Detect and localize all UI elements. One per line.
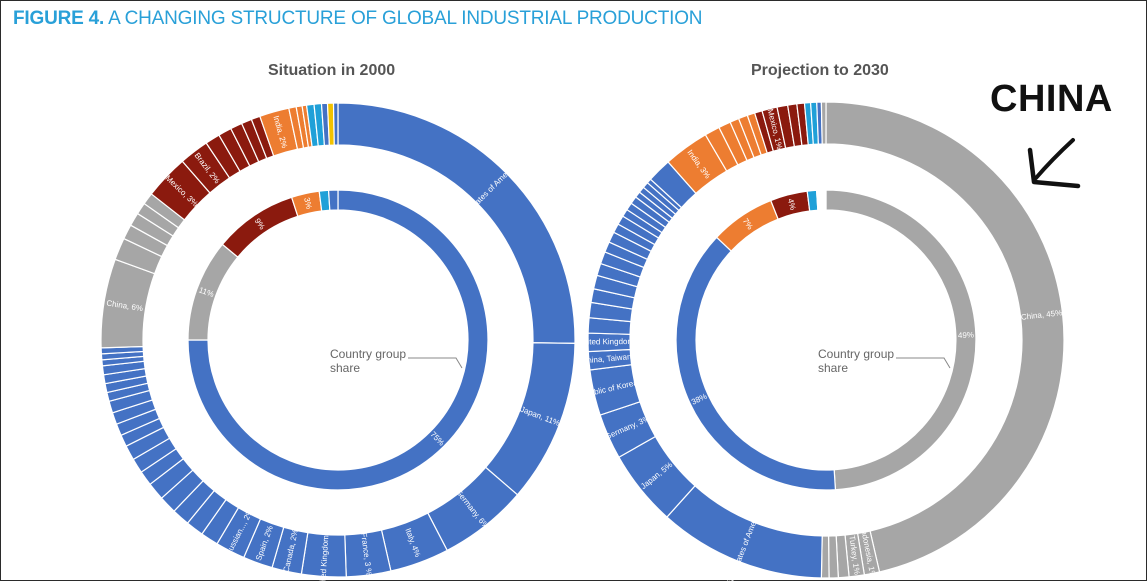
center-label-leader xyxy=(408,357,463,369)
inner-label-4: 4% xyxy=(786,198,798,211)
inner-segment-5 xyxy=(815,189,827,211)
inner-segment-5 xyxy=(327,189,339,211)
inner-segment-49 xyxy=(825,189,977,491)
center-label: Country group share xyxy=(330,347,406,375)
outer-segment-44 xyxy=(820,101,827,145)
outer-label-united-kingdom: United Kingdom... xyxy=(577,337,641,347)
outer-segment-china-45 xyxy=(825,101,1065,573)
outer-segment-4 xyxy=(827,535,839,579)
figure-title-text: A CHANGING STRUCTURE OF GLOBAL INDUSTRIA… xyxy=(108,8,703,29)
outer-segment-japan-11 xyxy=(484,342,576,496)
inner-label-49: 49% xyxy=(958,330,974,339)
left-chart-title: Situation in 2000 xyxy=(268,62,396,79)
outer-segment-49 xyxy=(332,102,339,146)
figure-title: FIGURE 4. A CHANGING STRUCTURE OF GLOBAL… xyxy=(13,8,702,30)
donut-chart-2000: United States of America, 25%Japan, 11%G… xyxy=(100,102,576,581)
outer-label-united-kingdom-3: United Kingdom, 3% xyxy=(318,519,331,581)
inner-segment-38 xyxy=(675,236,837,491)
right-chart-title: Projection to 2030 xyxy=(751,62,889,79)
figure-number: FIGURE 4. xyxy=(13,8,105,29)
center-label-leader xyxy=(896,357,951,369)
china-annotation: CHINA xyxy=(990,78,1113,120)
center-label: Country group share xyxy=(818,347,894,375)
inner-label-3: 3% xyxy=(302,197,313,210)
donut-chart-2030: China, 45%Indonesia, 1%Turkey, 1%United … xyxy=(575,101,1065,581)
inner-segment-75 xyxy=(187,189,489,491)
annotation-arrow xyxy=(1027,138,1081,189)
